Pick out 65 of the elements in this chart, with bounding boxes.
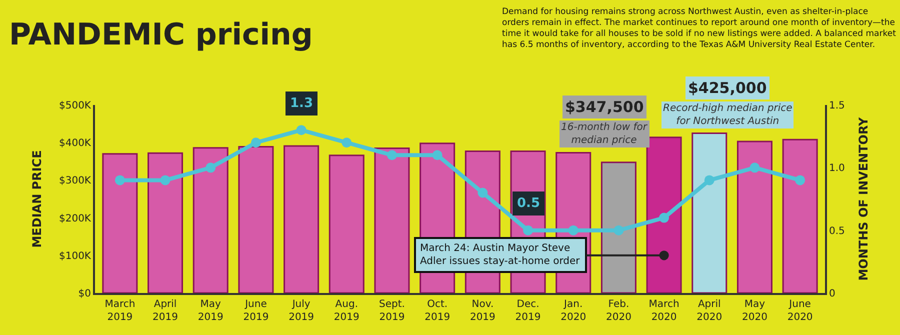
- x-tick-label: Aug. 2019: [334, 299, 360, 323]
- point: [160, 175, 170, 186]
- y2-tick-label: 1.5: [829, 100, 845, 112]
- bar: [102, 153, 138, 293]
- y-tick-label: $300K: [58, 176, 92, 187]
- point: [296, 125, 306, 136]
- point: [614, 225, 624, 236]
- bar: [328, 154, 364, 293]
- x-tick-label: June 2020: [787, 299, 813, 323]
- y2-tick-label: 0: [829, 288, 836, 300]
- x-tick-label: May 2019: [198, 299, 224, 323]
- y-tick-label: $500K: [58, 100, 92, 112]
- point: [478, 188, 488, 198]
- y-tick-label: $0: [78, 288, 91, 300]
- data-label: $347,500: [565, 98, 644, 116]
- data-label: 1.3: [290, 96, 314, 111]
- x-tick-label: July 2019: [288, 299, 314, 323]
- y-axis-title: MEDIAN PRICE: [30, 150, 44, 248]
- chart-subtitle: Demand for housing remains strong across Northwest Austin, even as shelter-in-place orders remain in effect. The market continues to report around one month of inventory—the time it would take for all houses to be sold if no new listings were added. A balanced market has 6.5 months of inventory, according to the Texas A&M University Real Estate Center.: [502, 7, 897, 50]
- y2-tick-label: 0.5: [829, 226, 845, 237]
- point: [114, 175, 125, 186]
- annotation: Record-high median price for Northwest Austin: [663, 103, 792, 127]
- x-tick-label: Sept. 2019: [379, 299, 405, 323]
- bar: [192, 147, 228, 293]
- point: [568, 225, 578, 236]
- annotation: 16-month low for median price: [561, 122, 648, 146]
- point: [432, 150, 442, 160]
- bar: [238, 146, 274, 293]
- point: [795, 175, 806, 186]
- bar: [646, 136, 682, 293]
- x-tick-label: Feb. 2020: [606, 299, 632, 323]
- bar: [782, 138, 818, 293]
- point: [206, 162, 216, 173]
- x-tick-label: May 2020: [742, 299, 768, 323]
- point: [704, 175, 714, 186]
- point: [250, 138, 261, 148]
- x-tick-label: Oct. 2019: [424, 299, 450, 323]
- point: [523, 225, 534, 236]
- chart-title: PANDEMIC pricing: [9, 17, 313, 52]
- x-tick-label: March 2019: [104, 299, 136, 323]
- bar: [736, 140, 772, 293]
- point: [659, 212, 670, 223]
- y-tick-label: $200K: [58, 213, 92, 224]
- bar: [374, 147, 410, 293]
- point: [342, 138, 352, 148]
- y-tick-label: $400K: [58, 138, 92, 150]
- point: [386, 150, 397, 160]
- y2-tick-label: 1.0: [829, 163, 845, 174]
- x-tick-label: Nov. 2019: [470, 299, 496, 323]
- bar: [148, 152, 184, 293]
- annotation: March 24: Austin Mayor Steve Adler issues stay-at-home order: [420, 243, 581, 267]
- x-tick-label: Dec. 2019: [515, 299, 541, 323]
- y-tick-label: $100K: [58, 250, 92, 262]
- data-label: 0.5: [517, 196, 540, 211]
- y2-axis-title: MONTHS OF INVENTORY: [856, 116, 870, 281]
- bar: [284, 145, 320, 293]
- x-tick-label: April 2019: [152, 299, 178, 323]
- bar: [600, 162, 636, 293]
- point: [750, 162, 760, 173]
- data-label: $425,000: [688, 79, 767, 97]
- bar: [692, 132, 728, 293]
- x-tick-label: June 2019: [243, 299, 269, 323]
- x-tick-label: Jan. 2020: [560, 299, 586, 323]
- x-tick-label: April 2020: [696, 299, 722, 323]
- x-tick-label: March 2020: [648, 299, 680, 323]
